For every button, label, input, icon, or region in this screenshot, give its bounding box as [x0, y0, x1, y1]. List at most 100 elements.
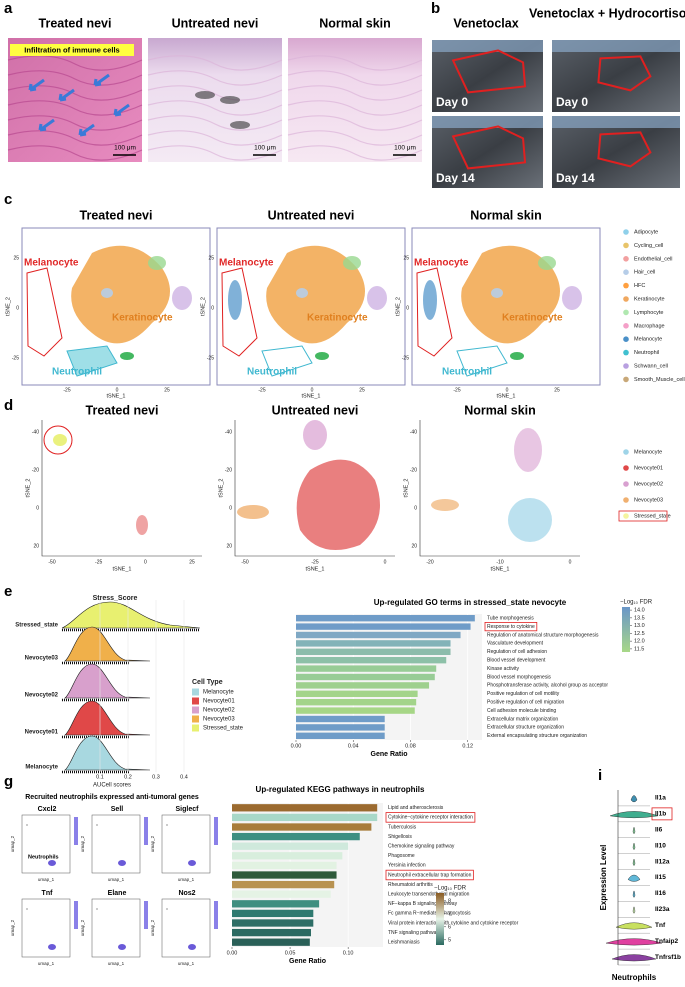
x-tick-label: 25	[554, 387, 560, 393]
category-label: Blood vessel morphogenesis	[487, 674, 551, 680]
stressed-cloud	[53, 434, 67, 446]
y-tick-label: -25	[207, 355, 214, 361]
lesion-outline	[451, 125, 527, 170]
bar	[296, 715, 385, 723]
gene-label: Il6	[655, 826, 663, 833]
y-tick-label: 0	[229, 505, 232, 511]
gene-label: Tnfaip2	[655, 938, 678, 945]
gene-title: Elane	[108, 890, 127, 897]
cluster-label: Neutrophil	[52, 367, 102, 378]
neutrophil-outline	[456, 345, 508, 377]
density-ridge	[64, 663, 151, 699]
y-axis-label: umap_2	[80, 835, 85, 852]
x-tick-label: -20	[426, 559, 433, 565]
photo-sky	[552, 116, 680, 128]
gene-label: Il16	[655, 890, 666, 897]
violin	[605, 938, 663, 946]
x-axis-label: umap_1	[178, 961, 195, 966]
density-ridge	[64, 735, 151, 771]
y-axis-label: umap_2	[80, 919, 85, 936]
category-label: Yersinia infection	[388, 863, 426, 869]
y-tick-label: 0	[406, 305, 409, 311]
day-label: Day 14	[436, 171, 475, 185]
y-axis-label: umap_2	[150, 835, 155, 852]
legend-swatch	[623, 376, 629, 383]
x-axis-label: umap_1	[108, 961, 125, 966]
bar	[232, 919, 314, 927]
plot-frame	[21, 814, 71, 874]
colorbar-tick-label: 14.0	[634, 608, 645, 614]
category-label: Lipid and atherosclerosis	[388, 805, 444, 811]
x-tick-label: 0.4	[180, 774, 188, 780]
x-tick-label: 25	[359, 387, 365, 393]
x-axis-label: tSNE_1	[107, 393, 126, 399]
category-label: Vasculature development	[487, 641, 544, 647]
keratinocyte-cloud	[71, 245, 170, 344]
x-tick-label: 25	[189, 559, 195, 565]
category-label: Chemokine signaling pathway	[388, 844, 455, 850]
panel-title: Treated nevi	[86, 403, 159, 417]
tissue-fiber	[7, 70, 143, 86]
category-label: Extracellular structure organization	[487, 725, 564, 731]
panel-letter: c	[4, 191, 12, 208]
y-axis-label: umap_2	[150, 919, 155, 936]
y-tick-label: 25	[208, 255, 214, 261]
category-label: Cell adhesion molecule binding	[487, 708, 556, 714]
y-tick-label: -40	[410, 429, 417, 435]
x-axis-label: Gene Ratio	[371, 751, 408, 758]
pigment	[230, 121, 250, 129]
neutrophil-cluster	[48, 944, 56, 950]
x-axis-label: umap_1	[108, 877, 125, 882]
tissue-fiber	[147, 55, 283, 71]
legend-swatch	[623, 481, 629, 487]
x-tick-label: -25	[453, 387, 460, 393]
colorbar	[74, 901, 78, 929]
cluster-cloud	[343, 256, 361, 270]
bar	[296, 640, 451, 647]
x-tick-label: 0.00	[291, 743, 302, 749]
violin	[632, 827, 636, 834]
legend-swatch	[192, 706, 199, 714]
x-tick-label: 0	[311, 387, 314, 393]
day-label: Day 0	[556, 95, 588, 109]
bar	[232, 871, 337, 879]
legend-label: Cycling_cell	[634, 243, 663, 249]
violin	[630, 795, 638, 803]
legend-label: Hair_cell	[634, 270, 655, 276]
plot-frame	[21, 898, 71, 958]
x-tick-label: 0.00	[227, 950, 238, 956]
melanocyte-cloud	[508, 498, 552, 542]
panel-title: Normal skin	[464, 403, 536, 417]
category-label: Response to cytokine	[487, 624, 535, 630]
chart-title: Up-regulated KEGG pathways in neutrophil…	[256, 785, 425, 794]
bar	[232, 928, 311, 937]
axis	[234, 420, 395, 557]
panel-title: Normal skin	[319, 16, 391, 30]
y-axis-label: tSNE_2	[218, 479, 224, 498]
day-label: Day 14	[556, 171, 595, 185]
neutrophil-cluster	[118, 860, 126, 866]
cluster-label: Neutrophil	[442, 367, 492, 378]
x-tick-label: 0	[384, 559, 387, 565]
tissue-fiber	[287, 130, 423, 146]
y-tick-label: -20	[410, 467, 417, 473]
legend-label: Stressed_state	[203, 726, 244, 732]
highlight-box	[385, 812, 476, 823]
colorbar	[622, 607, 630, 652]
category-label: Regulation of cell adhesion	[487, 649, 547, 655]
bar	[296, 623, 471, 630]
legend-swatch	[623, 229, 629, 235]
cluster-cloud	[510, 352, 524, 360]
category-label: Viral protein interaction with cytokine …	[388, 920, 519, 926]
outlier	[166, 824, 168, 826]
gene-label: Il1a	[655, 795, 666, 802]
bar	[232, 832, 360, 841]
gene-title: Nos2	[178, 890, 195, 897]
legend-swatch	[623, 363, 629, 369]
panel-letter: e	[4, 583, 12, 600]
legend-title: −Log₁₀ FDR	[620, 600, 653, 606]
violin	[632, 858, 636, 866]
tissue-fiber	[147, 115, 283, 131]
scale-bar-label: 100 μm	[254, 145, 276, 152]
x-tick-label: 0.2	[124, 774, 132, 780]
